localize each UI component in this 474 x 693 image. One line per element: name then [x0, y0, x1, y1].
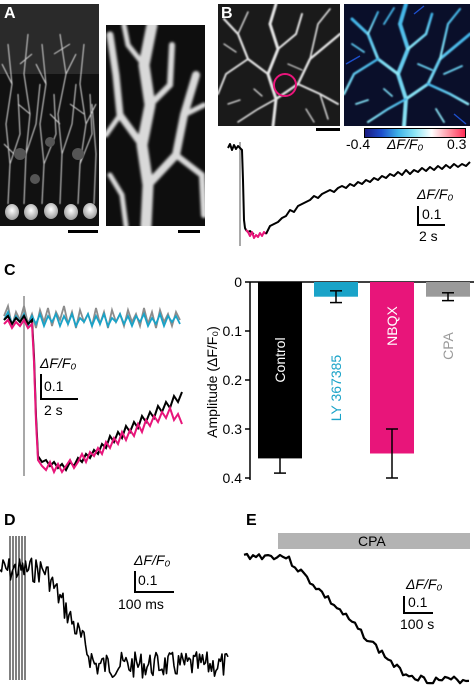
- scalebar-d-y-label: ΔF/F₀: [134, 552, 171, 568]
- panel-label-c: C: [4, 262, 16, 279]
- scalebar-c-y-label: ΔF/F₀: [40, 355, 77, 371]
- panel-b-image-gray: [218, 4, 340, 126]
- panel-c-traces: [3, 296, 183, 476]
- colorbar-max-label: 0.3: [447, 136, 467, 152]
- purkinje-layer-micrograph: [0, 4, 99, 226]
- y-tick-label: 0: [234, 274, 242, 290]
- scalebar-b-horizontal: [417, 224, 445, 226]
- scalebar-a-left: [68, 230, 98, 233]
- scalebar-c-y-value: 0.1: [44, 378, 64, 394]
- panel-label-d: D: [4, 512, 16, 529]
- panel-label-b: B: [221, 5, 233, 22]
- category-label: CPA: [440, 331, 456, 359]
- roi-circle: [273, 73, 297, 97]
- scalebar-e-horizontal: [403, 612, 433, 614]
- colorbar: [364, 128, 466, 138]
- scalebar-e-y-value: 0.1: [408, 594, 428, 610]
- category-label: LY 367385: [328, 355, 344, 422]
- bar-nbqx: [370, 282, 414, 454]
- y-tick-label: 0.3: [223, 421, 243, 437]
- scalebar-b-y-label: ΔF/F₀: [417, 186, 454, 202]
- scalebar-e-y-label: ΔF/F₀: [406, 576, 443, 592]
- scalebar-c-horizontal: [40, 398, 78, 400]
- panel-a-image-right: [106, 25, 205, 226]
- y-tick-label: 0.2: [223, 372, 243, 388]
- panel-b-image-pseudocolor: [344, 4, 470, 126]
- dendrite-field-micrograph: [218, 4, 340, 126]
- bar-chart-y-axis-label: Amplitude (ΔF/F₀): [204, 326, 220, 438]
- scalebar-e-vertical: [403, 596, 405, 614]
- y-tick-label: 0.1: [223, 323, 243, 339]
- scalebar-e-x-label: 100 s: [400, 616, 435, 632]
- scalebar-b-image: [316, 128, 340, 131]
- panel-a-image-left: [0, 4, 99, 226]
- scalebar-d-horizontal: [134, 591, 174, 593]
- scalebar-c-x-label: 2 s: [44, 402, 63, 418]
- colorbar-min-label: -0.4: [346, 136, 371, 152]
- category-label: NBQX: [384, 306, 400, 346]
- colorbar-quantity-label: ΔF/F₀: [387, 136, 424, 152]
- scalebar-b-vertical: [417, 206, 419, 226]
- pseudocolor-map: [344, 4, 470, 126]
- panel-label-e: E: [246, 512, 257, 529]
- y-tick-label: 0.4: [223, 470, 243, 486]
- bar-cpa: [426, 282, 470, 297]
- dendrite-zoom-micrograph: [106, 25, 205, 226]
- scalebar-d-y-value: 0.1: [138, 572, 158, 588]
- scalebar-b-x-label: 2 s: [419, 228, 438, 244]
- bar-ly-367385: [314, 282, 358, 297]
- scalebar-a-right: [178, 230, 200, 233]
- scalebar-c-vertical: [40, 374, 42, 400]
- scalebar-d-x-label: 100 ms: [118, 596, 164, 612]
- bar-control: [258, 282, 302, 459]
- cpa-application-bar: [278, 533, 470, 549]
- cpa-application-label: CPA: [358, 533, 386, 549]
- panel-e-trace: [243, 552, 470, 685]
- panel-b-trace: [227, 142, 471, 246]
- amplitude-bar-chart: 0 0.1 0.2 0.3 0.4 Control LY 367385 NBQX CPA Amp…: [204, 274, 474, 486]
- scalebar-d-vertical: [134, 571, 136, 593]
- panel-label-a: A: [4, 5, 16, 22]
- scalebar-b-y-value: 0.1: [422, 206, 442, 222]
- category-label: Control: [272, 337, 288, 382]
- panel-d-trace: [0, 536, 229, 680]
